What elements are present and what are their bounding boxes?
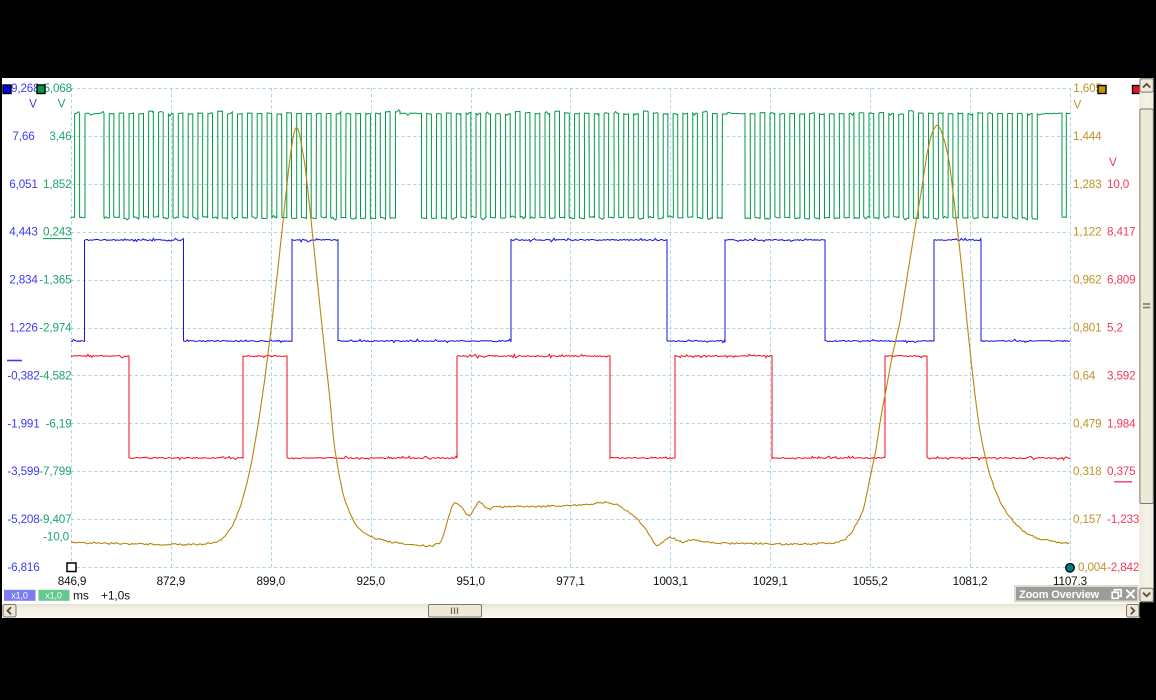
svg-text:8,417: 8,417 (1107, 226, 1136, 239)
svg-text:1081,2: 1081,2 (953, 575, 988, 588)
svg-text:846,9: 846,9 (58, 575, 87, 588)
svg-text:3,46: 3,46 (49, 130, 71, 143)
svg-text:-6,19: -6,19 (46, 417, 72, 430)
svg-text:0,479: 0,479 (1073, 417, 1102, 430)
svg-text:1003,1: 1003,1 (653, 575, 688, 588)
svg-text:899,0: 899,0 (257, 575, 286, 588)
svg-text:0,375: 0,375 (1107, 465, 1136, 478)
svg-text:872,9: 872,9 (157, 575, 186, 588)
svg-text:925,0: 925,0 (356, 575, 385, 588)
svg-text:2,834: 2,834 (9, 274, 38, 287)
svg-text:5,2: 5,2 (1107, 322, 1123, 335)
svg-text:6,051: 6,051 (9, 178, 38, 191)
svg-text:-2,974: -2,974 (39, 322, 72, 335)
svg-text:1,852: 1,852 (43, 178, 72, 191)
svg-text:1,226: 1,226 (9, 322, 38, 335)
svg-text:0,64: 0,64 (1073, 369, 1096, 382)
svg-text:0,157: 0,157 (1073, 513, 1102, 526)
svg-text:V: V (1074, 99, 1082, 112)
svg-text:0,318: 0,318 (1073, 465, 1102, 478)
svg-text:-1,365: -1,365 (39, 274, 72, 287)
svg-text:-5,208: -5,208 (7, 513, 39, 526)
svg-text:1107,3: 1107,3 (1053, 575, 1087, 588)
svg-text:1,605: 1,605 (1073, 82, 1102, 95)
svg-text:V: V (29, 98, 37, 111)
svg-text:4,443: 4,443 (9, 226, 38, 239)
svg-text:V: V (58, 98, 66, 111)
svg-text:0,243: 0,243 (43, 226, 72, 239)
svg-text:1,444: 1,444 (1073, 130, 1102, 143)
svg-text:-1,233: -1,233 (1107, 513, 1139, 526)
svg-text:9,268: 9,268 (11, 82, 40, 95)
svg-text:1,984: 1,984 (1107, 417, 1136, 430)
svg-text:10,0: 10,0 (1107, 178, 1130, 191)
svg-text:x1,0: x1,0 (11, 591, 28, 601)
svg-text:-10,0: -10,0 (43, 530, 70, 543)
svg-text:-3,599: -3,599 (7, 465, 39, 478)
svg-text:7,66: 7,66 (12, 130, 34, 143)
svg-text:1,122: 1,122 (1073, 226, 1102, 239)
svg-text:ms: ms (73, 589, 89, 603)
svg-text:-7,799: -7,799 (39, 465, 71, 478)
svg-text:-1,991: -1,991 (7, 417, 39, 430)
svg-text:-4,582: -4,582 (39, 369, 71, 382)
svg-text:-0,382: -0,382 (7, 369, 39, 382)
svg-text:0,962: 0,962 (1073, 274, 1102, 287)
svg-text:5,068: 5,068 (44, 82, 73, 95)
svg-text:-6,816: -6,816 (7, 561, 39, 574)
svg-text:V: V (1109, 156, 1117, 169)
svg-text:977,1: 977,1 (556, 575, 585, 588)
svg-text:-9,407: -9,407 (39, 513, 71, 526)
svg-text:1055,2: 1055,2 (853, 575, 888, 588)
svg-text:+1,0s: +1,0s (101, 589, 130, 603)
svg-text:-2,842: -2,842 (1107, 561, 1139, 574)
svg-text:0,004: 0,004 (1078, 561, 1107, 574)
svg-text:6,809: 6,809 (1107, 274, 1136, 287)
svg-text:3,592: 3,592 (1107, 369, 1136, 382)
svg-text:x1,0: x1,0 (45, 591, 62, 601)
svg-text:0,801: 0,801 (1073, 322, 1102, 335)
svg-text:1029,1: 1029,1 (753, 575, 788, 588)
svg-text:951,0: 951,0 (456, 575, 485, 588)
svg-text:Zoom Overview: Zoom Overview (1019, 589, 1100, 601)
svg-text:1,283: 1,283 (1073, 178, 1102, 191)
